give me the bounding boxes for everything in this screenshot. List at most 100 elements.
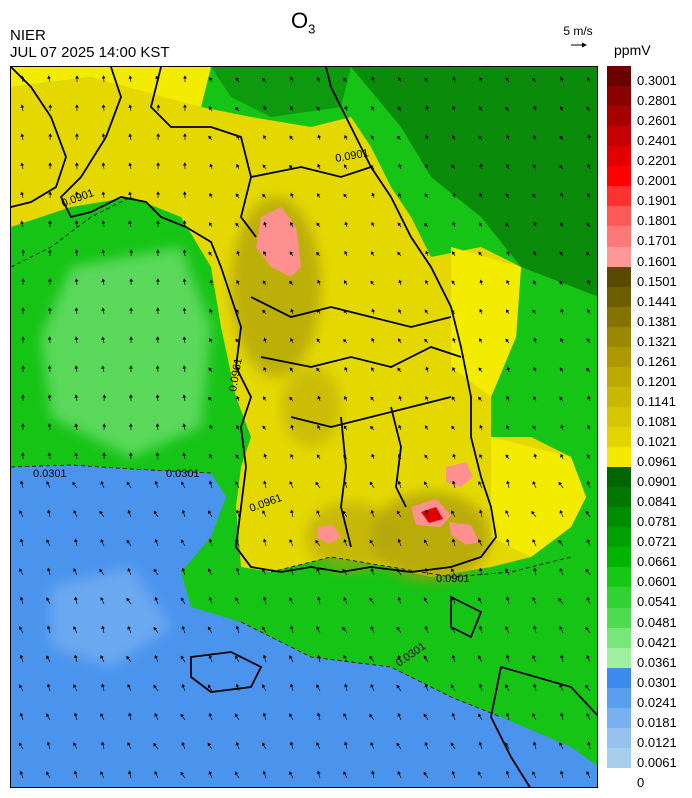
wind-vector-head bbox=[478, 481, 482, 485]
wind-vector-head bbox=[182, 220, 187, 224]
wind-vector-head bbox=[479, 192, 483, 197]
colorbar-swatch bbox=[607, 326, 631, 348]
wind-vector-head bbox=[73, 510, 77, 514]
wind-vector-head bbox=[100, 713, 104, 717]
wind-vector-head bbox=[560, 76, 564, 81]
wind-vector-head bbox=[585, 626, 589, 631]
wind-vector-head bbox=[424, 509, 429, 514]
wind-vector-head bbox=[478, 655, 482, 660]
colorbar-swatch bbox=[607, 567, 631, 588]
wind-vector-head bbox=[209, 279, 214, 284]
wind-vector-head bbox=[423, 713, 428, 718]
colorbar-tick-label: 0.1701 bbox=[637, 233, 677, 249]
wind-vector-head bbox=[209, 338, 213, 342]
wind-vector-head bbox=[371, 106, 375, 110]
wind-vector-head bbox=[560, 337, 564, 342]
wind-vector-head bbox=[101, 104, 106, 108]
wind-vector-head bbox=[19, 684, 23, 689]
colorbar-tick-label: 0.1441 bbox=[637, 293, 677, 309]
coastline-kyushu bbox=[490, 665, 597, 787]
wind-vector-head bbox=[316, 454, 321, 459]
wind-vector-head bbox=[424, 683, 429, 688]
wind-vector-head bbox=[532, 309, 536, 314]
colorbar-tick-label: 0.1021 bbox=[637, 434, 677, 450]
wind-vector-head bbox=[46, 625, 51, 630]
wind-vector-head bbox=[397, 106, 401, 111]
wind-vector-head bbox=[47, 365, 52, 369]
wind-vector-head bbox=[586, 77, 591, 81]
wind-vector-head bbox=[289, 597, 293, 601]
wind-vector-head bbox=[154, 654, 159, 659]
wind-vector-head bbox=[208, 568, 212, 573]
wind-vector-head bbox=[452, 367, 456, 371]
wind-vector-head bbox=[235, 625, 240, 630]
wind-vector-head bbox=[262, 425, 266, 430]
wind-vector-head bbox=[209, 308, 213, 313]
wind-vector-head bbox=[559, 251, 564, 256]
wind-vector-head bbox=[127, 567, 132, 572]
wind-vector-head bbox=[505, 712, 510, 717]
wind-vector-head bbox=[506, 279, 510, 284]
wind-vector-head bbox=[208, 480, 213, 485]
wind-vector-head bbox=[397, 712, 402, 717]
wind-vector-head bbox=[343, 771, 347, 775]
ozone-hotspot-southeast bbox=[449, 522, 479, 545]
wind-vector-head bbox=[586, 713, 590, 717]
colorbar-swatch bbox=[607, 146, 631, 167]
wind-vector-head bbox=[587, 308, 591, 313]
wind-vector-head bbox=[505, 596, 510, 601]
wind-vector-head bbox=[289, 539, 293, 543]
wind-vector-head bbox=[397, 654, 402, 659]
wind-vector-head bbox=[316, 222, 321, 227]
wind-vector-head bbox=[47, 75, 51, 80]
wind-vector-head bbox=[533, 105, 537, 110]
wind-vector-head bbox=[101, 191, 106, 195]
colorbar-swatch bbox=[607, 386, 631, 408]
wind-vector-head bbox=[153, 684, 157, 689]
wind-vector-head bbox=[533, 134, 537, 139]
wind-vector-head bbox=[47, 509, 51, 514]
contour-label-0301-b: 0.0301 bbox=[166, 468, 200, 480]
wind-vector-head bbox=[100, 480, 105, 485]
wind-vector-head bbox=[235, 597, 239, 602]
wind-vector-head bbox=[127, 742, 131, 746]
wind-vector-head bbox=[506, 309, 510, 313]
wind-vector-head bbox=[506, 163, 510, 168]
wind-vector-head bbox=[129, 278, 134, 282]
wind-vector-head bbox=[153, 568, 158, 573]
wind-vector-head bbox=[371, 76, 375, 81]
wind-vector-head bbox=[100, 655, 104, 659]
wind-vector-head bbox=[478, 135, 482, 140]
wind-vector-head bbox=[46, 683, 51, 688]
colorbar-tick-label: 0.1081 bbox=[637, 413, 677, 429]
colorbar-swatch bbox=[607, 86, 631, 107]
wind-vector-head bbox=[208, 106, 213, 111]
wind-vector-head bbox=[235, 222, 239, 227]
colorbar-swatch bbox=[607, 206, 631, 227]
colorbar-tick-label: 0.1381 bbox=[637, 313, 677, 329]
wind-vector-head bbox=[532, 193, 536, 198]
wind-vector-head bbox=[398, 308, 402, 313]
wind-vector-head bbox=[370, 280, 374, 285]
colorbar-swatch bbox=[607, 366, 631, 388]
contour-label-0901-b: 0.0901 bbox=[334, 147, 369, 165]
wind-vector-head bbox=[344, 366, 348, 371]
wind-vector-head bbox=[101, 365, 105, 370]
wind-vector-head bbox=[75, 75, 79, 79]
wind-vector-head bbox=[479, 222, 483, 226]
colorbar-ticks: 0.3001 0.2801 0.2601 0.2401 0.2201 0.2001 0.19… bbox=[637, 66, 692, 790]
wind-vector-head bbox=[21, 278, 26, 282]
wind-vector-head bbox=[101, 278, 106, 282]
wind-vector-head bbox=[505, 626, 509, 630]
wind-vector-head bbox=[344, 221, 349, 226]
wind-vector-head bbox=[101, 625, 105, 630]
units-label: ppmV bbox=[614, 42, 651, 58]
boundary-gyeongsang bbox=[390, 406, 407, 508]
wind-vector-head bbox=[477, 771, 482, 776]
wind-vector-head bbox=[262, 568, 266, 572]
wind-vector-head bbox=[398, 279, 403, 284]
wind-vector-head bbox=[371, 367, 375, 371]
wind-vector-head bbox=[289, 625, 294, 630]
wind-vector-head bbox=[154, 712, 158, 717]
wind-vector-head bbox=[559, 367, 564, 372]
